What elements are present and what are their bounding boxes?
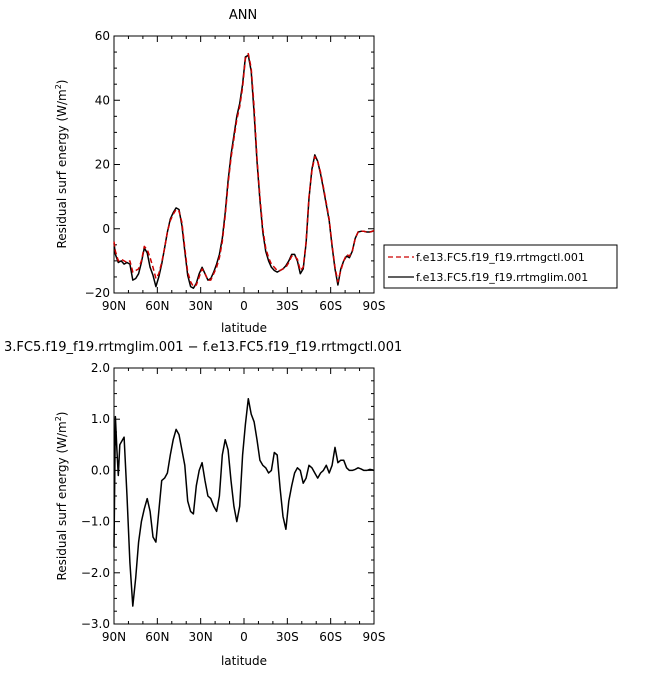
y-tick-label: 40	[95, 93, 110, 107]
legend-box	[383, 244, 618, 289]
x-tick-label: 30S	[276, 630, 299, 644]
axis-ticks	[113, 367, 375, 625]
x-tick-label: 90S	[363, 630, 386, 644]
x-tick-label: 90N	[102, 630, 126, 644]
chart-difference: 3.FC5.f19_f19.rrtmglim.001 − f.e13.FC5.f…	[4, 340, 402, 668]
y-tick-label: −3.0	[81, 617, 110, 631]
series-lines	[113, 397, 375, 607]
x-tick-label: 60S	[319, 630, 342, 644]
x-tick-labels: 90N 60N 30N 0 30S 60S 90S	[102, 299, 386, 313]
chart-title: ANN	[229, 8, 257, 23]
x-tick-label: 90S	[363, 299, 386, 313]
y-axis-label-text: Residual surf energy (W/m	[55, 421, 69, 580]
x-tick-label: 30S	[276, 299, 299, 313]
plot-frame	[113, 367, 375, 625]
y-tick-label: −2.0	[81, 566, 110, 580]
legend-label-lim: f.e13.FC5.f19_f19.rrtmglim.001	[416, 271, 588, 284]
y-tick-label: 2.0	[91, 361, 110, 375]
x-tick-label: 0	[240, 299, 248, 313]
y-tick-label: −20	[85, 286, 110, 300]
y-axis-label: Residual surf energy (W/m2)	[54, 411, 69, 580]
x-tick-label: 60N	[145, 630, 169, 644]
x-tick-label: 30N	[189, 299, 213, 313]
legend: f.e13.FC5.f19_f19.rrtmgctl.001 f.e13.FC5…	[383, 244, 618, 289]
y-axis-label-exponent: 2	[54, 84, 63, 89]
y-axis-label-close: )	[55, 79, 69, 84]
y-tick-label: 0	[102, 222, 110, 236]
y-axis-label-exponent: 2	[54, 416, 63, 421]
x-tick-label: 30N	[189, 630, 213, 644]
y-axis-label: Residual surf energy (W/m2)	[54, 79, 69, 248]
chart-annual: ANN −20 0 20 40 60 90N 60N 30N 0 30S 60S 90S latit…	[54, 8, 618, 335]
series-line	[113, 54, 375, 289]
y-tick-labels: −20 0 20 40 60	[85, 29, 110, 300]
chart-title: 3.FC5.f19_f19.rrtmglim.001 − f.e13.FC5.f…	[4, 340, 402, 355]
y-tick-label: 1.0	[91, 412, 110, 426]
x-tick-label: 0	[240, 630, 248, 644]
y-tick-label: 0.0	[91, 463, 110, 477]
y-tick-label: 60	[95, 29, 110, 43]
legend-label-ctl: f.e13.FC5.f19_f19.rrtmgctl.001	[416, 251, 585, 264]
x-tick-label: 90N	[102, 299, 126, 313]
series-lines	[113, 52, 375, 289]
series-line	[113, 52, 375, 288]
axis-ticks	[113, 35, 375, 294]
y-tick-label: 20	[95, 158, 110, 172]
y-tick-labels: −3.0 −2.0 −1.0 0.0 1.0 2.0	[81, 361, 110, 631]
x-axis-label: latitude	[221, 654, 267, 668]
x-tick-label: 60S	[319, 299, 342, 313]
x-axis-label: latitude	[221, 321, 267, 335]
y-tick-label: −1.0	[81, 515, 110, 529]
x-tick-labels: 90N 60N 30N 0 30S 60S 90S	[102, 630, 386, 644]
y-axis-label-text: Residual surf energy (W/m	[55, 89, 69, 248]
x-tick-label: 60N	[145, 299, 169, 313]
y-axis-label-close: )	[55, 411, 69, 416]
series-line	[113, 397, 375, 607]
